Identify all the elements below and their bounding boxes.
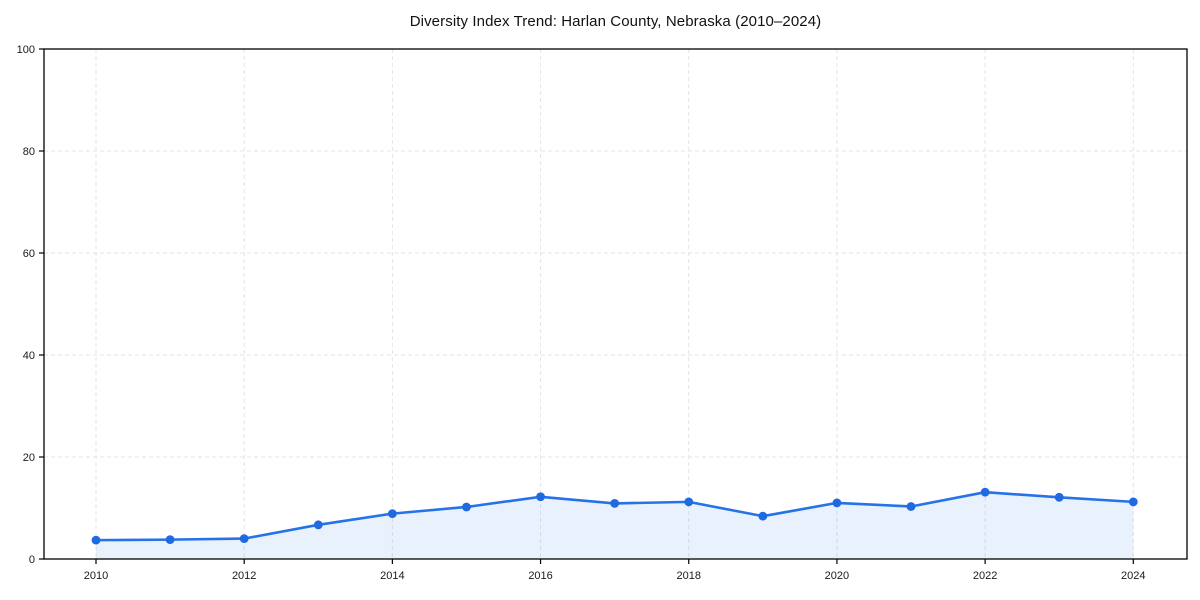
data-point — [239, 534, 249, 543]
data-point — [906, 502, 916, 511]
x-tick-label: 2012 — [232, 570, 256, 582]
area-layer — [96, 492, 1134, 559]
x-tick-label: 2018 — [677, 570, 701, 582]
x-tick-label: 2020 — [825, 570, 849, 582]
x-tick-label: 2016 — [528, 570, 552, 582]
data-point — [165, 535, 175, 545]
marker-layer — [91, 487, 1138, 545]
x-tick-label: 2014 — [380, 570, 404, 582]
y-tick-label: 80 — [23, 146, 35, 158]
data-point — [536, 492, 545, 502]
data-point — [313, 520, 323, 530]
chart-title: Diversity Index Trend: Harlan County, Ne… — [409, 13, 822, 30]
data-point — [980, 487, 990, 497]
x-tick-label: 2022 — [973, 570, 997, 582]
data-point — [1128, 497, 1138, 507]
grid-layer — [44, 49, 1187, 559]
y-tick-label: 40 — [23, 350, 35, 362]
data-point — [684, 497, 694, 507]
data-point — [387, 509, 397, 519]
label-layer: 0 20 40 60 80 100 2010 2012 2014 2016 2018 2020 2022… — [17, 44, 1146, 582]
data-point — [462, 502, 471, 512]
data-point — [1054, 492, 1064, 502]
data-point — [91, 535, 101, 545]
x-tick-label: 2010 — [84, 570, 108, 582]
plot-frame — [43, 48, 1188, 560]
data-point — [832, 498, 842, 508]
y-tick-label: 100 — [17, 44, 35, 56]
area-fill — [96, 492, 1134, 559]
y-tick-label: 60 — [23, 248, 35, 260]
data-point — [610, 499, 620, 508]
x-tick-label: 2024 — [1121, 570, 1145, 582]
axis-layer — [39, 48, 1188, 564]
data-point — [758, 511, 768, 521]
y-tick-label: 0 — [29, 554, 35, 566]
y-tick-label: 20 — [23, 452, 35, 464]
